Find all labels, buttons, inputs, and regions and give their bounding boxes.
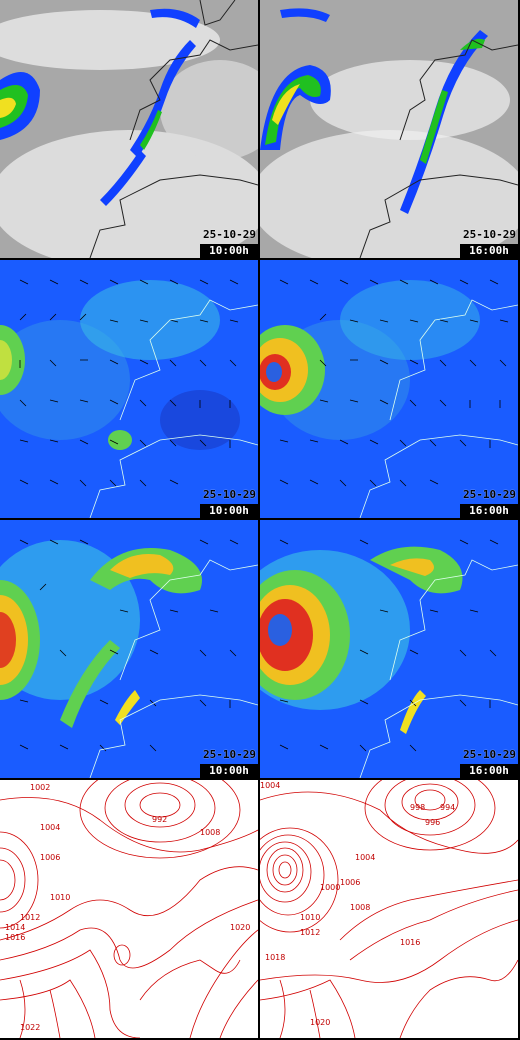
isobar-label: 1022 — [20, 1023, 40, 1032]
timestamp: 25-10-29 10:00h — [200, 488, 258, 518]
time-label: 10:00h — [200, 504, 258, 518]
timestamp: 25-10-29 16:00h — [460, 228, 518, 258]
cloud-map — [0, 0, 258, 258]
time-label: 16:00h — [460, 244, 518, 258]
isobar-label: 1000 — [320, 883, 340, 892]
isobar-label: 1006 — [340, 878, 360, 887]
isobar-map: 1002 992 1004 1006 1008 1010 1012 1014 1… — [0, 780, 258, 1038]
isobar-label: 994 — [440, 803, 455, 812]
date-label: 25-10-29 — [463, 488, 516, 501]
time-label: 10:00h — [200, 764, 258, 778]
gust-panel-16h: 25-10-29 16:00h — [260, 520, 518, 778]
time-label: 10:00h — [200, 244, 258, 258]
date-label: 25-10-29 — [203, 228, 256, 241]
pressure-panel-16h: 1004 998 996 994 1000 1004 1006 1008 101… — [260, 780, 518, 1038]
timestamp: 25-10-29 10:00h — [200, 228, 258, 258]
wind-arrows — [19, 279, 239, 487]
gust-map — [0, 520, 258, 778]
wind-panel-10h: 25-10-29 10:00h — [0, 260, 258, 518]
time-label: 16:00h — [460, 504, 518, 518]
gust-map — [260, 520, 518, 778]
isobar-label: 1016 — [5, 933, 25, 942]
wind-arrows — [279, 279, 509, 487]
isobar-label: 1018 — [265, 953, 285, 962]
isobar-label: 1004 — [260, 781, 280, 790]
wind-arrows — [19, 539, 239, 752]
cloud-map — [260, 0, 518, 258]
isobar-label: 992 — [152, 815, 167, 824]
cloud-panel-10h: 25-10-29 10:00h — [0, 0, 258, 258]
date-label: 25-10-29 — [203, 748, 256, 761]
timestamp: 25-10-29 16:00h — [460, 748, 518, 778]
wind-arrows — [279, 539, 499, 752]
timestamp: 25-10-29 10:00h — [200, 748, 258, 778]
isobar-label: 998 — [410, 803, 425, 812]
pressure-panel-10h: 1002 992 1004 1006 1008 1010 1012 1014 1… — [0, 780, 258, 1038]
isobar-label: 1020 — [230, 923, 250, 932]
isobar-label: 1008 — [200, 828, 220, 837]
isobar-label: 1002 — [30, 783, 50, 792]
isobar-label: 1012 — [20, 913, 40, 922]
isobar-map: 1004 998 996 994 1000 1004 1006 1008 101… — [260, 780, 518, 1038]
isobar-label: 1004 — [40, 823, 60, 832]
isobar-label: 1012 — [300, 928, 320, 937]
date-label: 25-10-29 — [203, 488, 256, 501]
date-label: 25-10-29 — [463, 228, 516, 241]
wind-panel-16h: 25-10-29 16:00h — [260, 260, 518, 518]
wind-map — [260, 260, 518, 518]
isobar-label: 1004 — [355, 853, 375, 862]
isobar-label: 1010 — [300, 913, 320, 922]
time-label: 16:00h — [460, 764, 518, 778]
isobar-label: 1014 — [5, 923, 25, 932]
cloud-panel-16h: 25-10-29 16:00h — [260, 0, 518, 258]
wind-map — [0, 260, 258, 518]
isobar-label: 1008 — [350, 903, 370, 912]
date-label: 25-10-29 — [463, 748, 516, 761]
isobar-label: 1020 — [310, 1018, 330, 1027]
isobar-label: 996 — [425, 818, 440, 827]
pressure-labels: 1002 992 1004 1006 1008 1010 1012 1014 1… — [5, 783, 250, 1032]
isobar-label: 1006 — [40, 853, 60, 862]
pressure-labels: 1004 998 996 994 1000 1004 1006 1008 101… — [260, 781, 455, 1027]
timestamp: 25-10-29 16:00h — [460, 488, 518, 518]
isobar-label: 1010 — [50, 893, 70, 902]
gust-panel-10h: 25-10-29 10:00h — [0, 520, 258, 778]
isobar-label: 1016 — [400, 938, 420, 947]
